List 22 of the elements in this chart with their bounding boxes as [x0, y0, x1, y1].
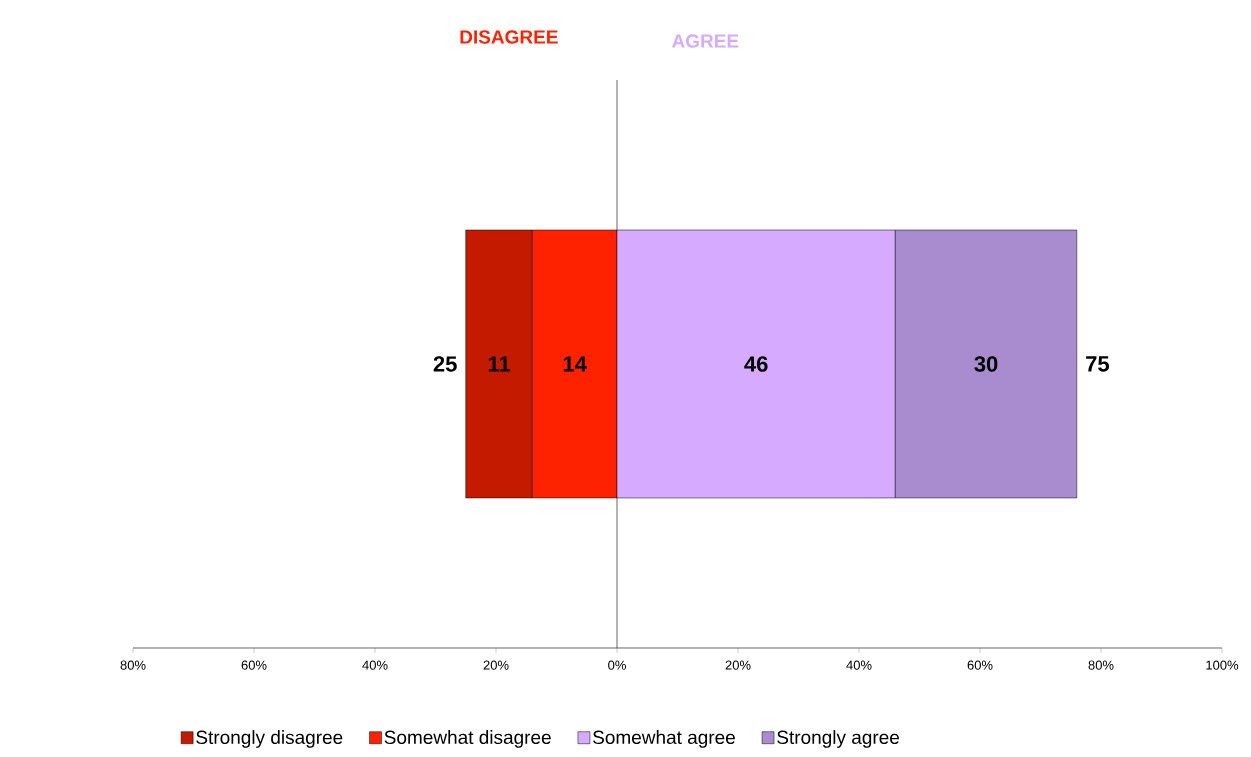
x-tick-label: 60%: [967, 660, 993, 670]
x-tick-label: 100%: [1206, 660, 1239, 670]
annotation: 25: [433, 356, 457, 372]
annotation: 75: [1086, 356, 1110, 372]
legend-label: Strongly agree: [777, 730, 899, 748]
data-label: 30: [974, 356, 998, 372]
x-tick-label: 80%: [120, 660, 146, 670]
x-tick-label: 80%: [1088, 660, 1114, 670]
text: AGREE: [672, 34, 739, 48]
legend-label: Somewhat disagree: [384, 730, 551, 748]
x-tick-label: 60%: [241, 660, 267, 670]
x-tick-label: 20%: [483, 660, 509, 670]
x-tick-label: 0%: [608, 660, 626, 670]
x-tick-label: 40%: [362, 660, 388, 670]
data-label: 11: [488, 356, 511, 372]
x-tick-label: 40%: [846, 660, 872, 670]
legend-label: Somewhat agree: [593, 730, 735, 748]
data-label: 14: [563, 356, 587, 372]
x-tick-label: 20%: [725, 660, 751, 670]
legend-label: Strongly disagree: [196, 730, 343, 748]
text: DISAGREE: [460, 30, 558, 44]
data-label: 46: [744, 356, 768, 372]
